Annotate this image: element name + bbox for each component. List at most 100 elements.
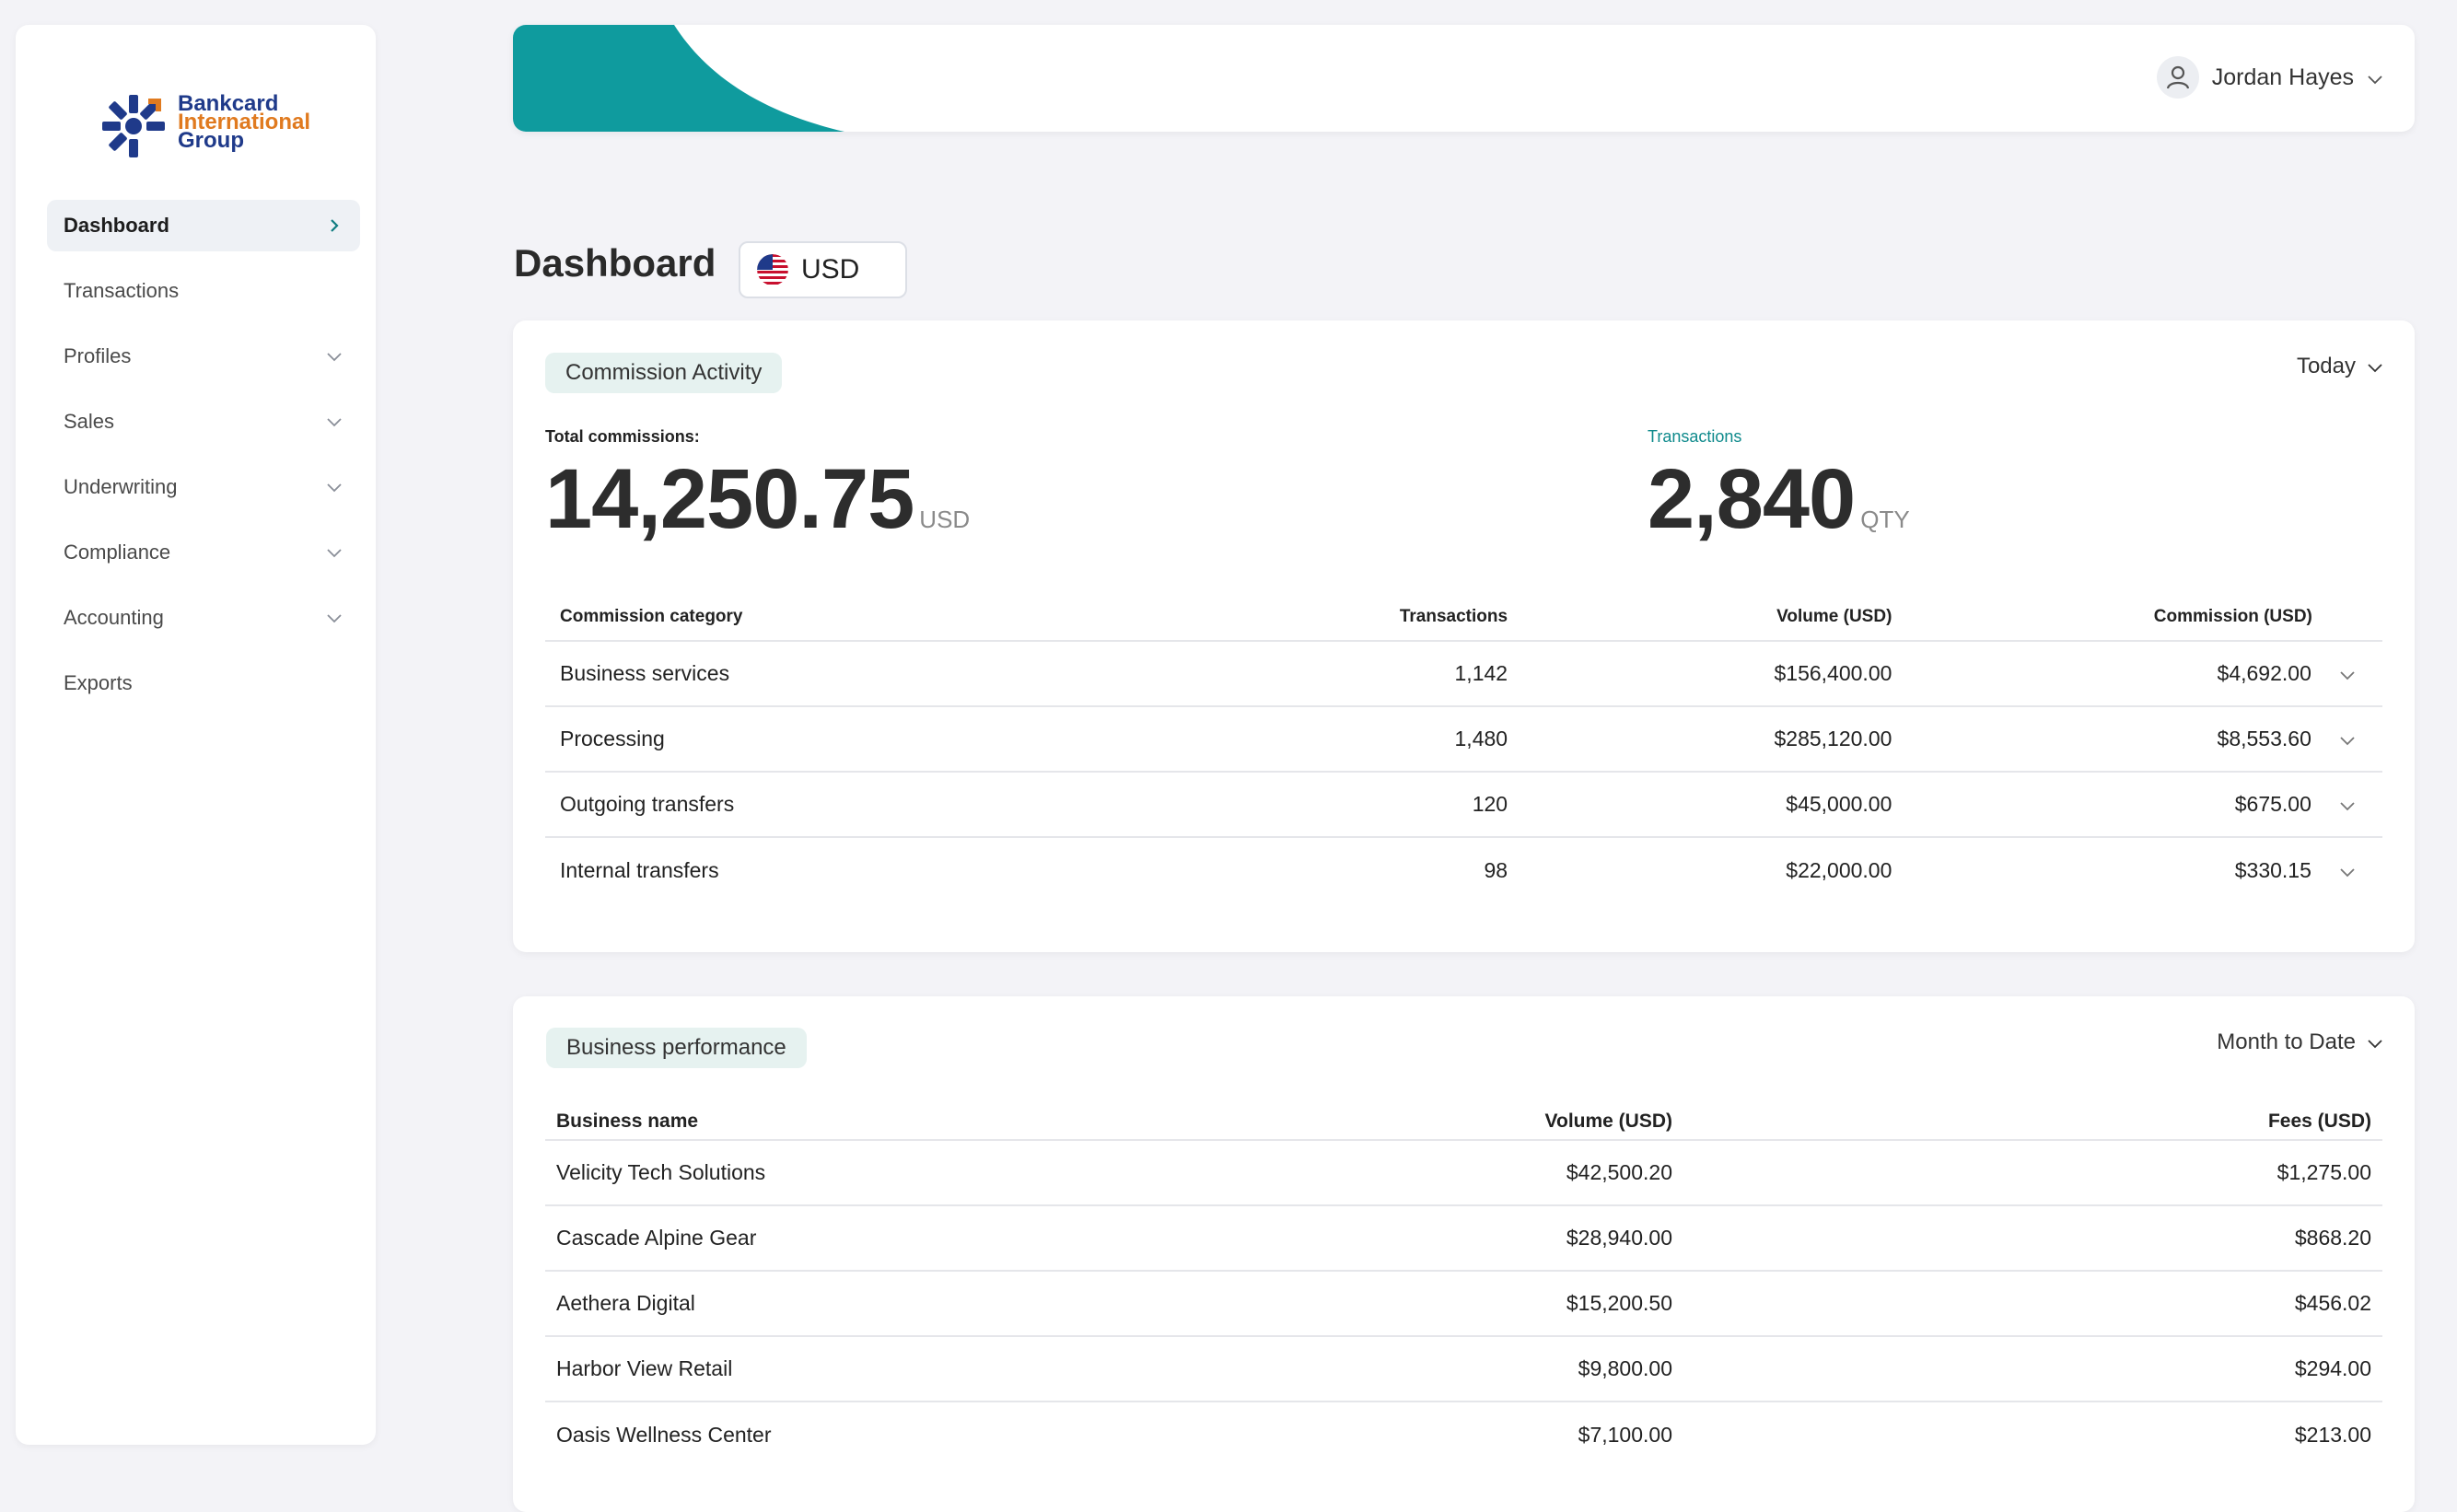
us-flag-icon <box>757 254 788 285</box>
sidebar-item-transactions[interactable]: Transactions <box>47 265 360 317</box>
chevron-down-icon <box>2367 1029 2383 1055</box>
table-row[interactable]: Cascade Alpine Gear $28,940.00 $868.20 <box>545 1205 2382 1271</box>
chevron-down-icon <box>325 347 344 366</box>
commission-amount: $675.00 <box>2234 792 2311 816</box>
sidebar-item-label: Transactions <box>64 279 180 302</box>
logo-line-3: Group <box>178 128 244 153</box>
sidebar-item-sales[interactable]: Sales <box>47 396 360 448</box>
logo-wordmark: Bankcard International Group <box>178 91 311 153</box>
total-commissions-label: Total commissions: <box>545 427 700 446</box>
logo-line-2: International <box>178 110 311 134</box>
chevron-right-icon <box>325 216 344 235</box>
commission-volume: $45,000.00 <box>1786 792 1892 816</box>
commission-activity-tag: Commission Activity <box>545 353 783 393</box>
column-header: Commission (USD) <box>2153 606 2312 626</box>
chevron-down-icon <box>325 609 344 627</box>
sidebar-item-label: Sales <box>64 410 115 433</box>
sidebar-item-underwriting[interactable]: Underwriting <box>47 461 360 513</box>
page-title: Dashboard <box>514 241 716 285</box>
business-volume: $28,940.00 <box>1566 1226 1672 1250</box>
user-name: Jordan Hayes <box>2211 64 2354 90</box>
commission-volume: $22,000.00 <box>1786 857 1892 882</box>
column-header: Commission category <box>560 606 743 626</box>
business-volume: $7,100.00 <box>1578 1422 1672 1447</box>
business-name: Aethera Digital <box>556 1291 695 1315</box>
transactions-value: 2,840 QTY <box>1648 451 1910 548</box>
chevron-down-icon <box>325 543 344 562</box>
commission-period-dropdown[interactable]: Today <box>2297 354 2383 379</box>
column-header: Volume (USD) <box>1776 606 1892 626</box>
commission-category: Outgoing transfers <box>560 792 735 816</box>
business-fees: $1,275.00 <box>2277 1160 2371 1184</box>
column-header: Volume (USD) <box>1544 1110 1672 1132</box>
commission-transactions: 1,480 <box>1454 727 1508 750</box>
total-commissions-value: 14,250.75 USD <box>545 451 970 548</box>
commission-amount: $8,553.60 <box>2217 727 2311 750</box>
logo-mark-icon <box>102 95 165 157</box>
sidebar-item-label: Dashboard <box>64 214 169 237</box>
currency-label: USD <box>801 254 860 285</box>
transactions-unit: QTY <box>1860 506 1910 533</box>
sidebar-item-exports[interactable]: Exports <box>47 657 360 709</box>
table-row[interactable]: Oasis Wellness Center $7,100.00 $213.00 <box>545 1402 2382 1467</box>
transactions-number: 2,840 <box>1648 452 1856 546</box>
table-row[interactable]: Harbor View Retail $9,800.00 $294.00 <box>545 1336 2382 1402</box>
performance-period-dropdown[interactable]: Month to Date <box>2217 1029 2383 1055</box>
table-row[interactable]: Processing 1,480 $285,120.00 $8,553.60 <box>545 706 2382 772</box>
user-avatar-icon <box>2156 56 2199 99</box>
business-name: Velicity Tech Solutions <box>556 1160 766 1184</box>
row-expand-chevron-down-icon[interactable] <box>2312 641 2382 706</box>
sidebar-item-dashboard[interactable]: Dashboard <box>47 200 360 251</box>
sidebar-nav: Dashboard Transactions Profiles Sales Un… <box>47 200 360 723</box>
sidebar-item-label: Profiles <box>64 344 132 367</box>
commission-category: Processing <box>560 727 665 750</box>
row-expand-chevron-down-icon[interactable] <box>2312 772 2382 837</box>
commission-volume: $285,120.00 <box>1774 727 1892 750</box>
business-fees: $294.00 <box>2294 1356 2371 1380</box>
column-header: Fees (USD) <box>2267 1110 2371 1132</box>
row-expand-chevron-down-icon[interactable] <box>2312 837 2382 902</box>
chevron-down-icon <box>325 413 344 431</box>
column-header: Business name <box>556 1110 699 1132</box>
table-row[interactable]: Outgoing transfers 120 $45,000.00 $675.0… <box>545 772 2382 837</box>
commission-table: Commission category Transactions Volume … <box>545 593 2382 902</box>
table-row[interactable]: Aethera Digital $15,200.50 $456.02 <box>545 1271 2382 1336</box>
sidebar-item-profiles[interactable]: Profiles <box>47 331 360 382</box>
table-row[interactable]: Velicity Tech Solutions $42,500.20 $1,27… <box>545 1140 2382 1205</box>
sidebar-item-label: Exports <box>64 671 133 694</box>
commission-volume: $156,400.00 <box>1774 661 1892 685</box>
sidebar-item-compliance[interactable]: Compliance <box>47 527 360 578</box>
sidebar: Bankcard International Group Dashboard T… <box>16 25 376 1445</box>
transactions-label: Transactions <box>1648 427 1742 446</box>
business-fees: $456.02 <box>2294 1291 2371 1315</box>
column-header-spacer <box>2312 593 2382 641</box>
total-commissions-unit: USD <box>919 506 971 533</box>
sidebar-item-label: Accounting <box>64 606 164 629</box>
business-performance-tag: Business performance <box>546 1028 807 1068</box>
business-name: Oasis Wellness Center <box>556 1422 772 1447</box>
total-commissions-number: 14,250.75 <box>545 452 914 546</box>
business-name: Cascade Alpine Gear <box>556 1226 757 1250</box>
commission-category: Business services <box>560 661 730 685</box>
sidebar-item-accounting[interactable]: Accounting <box>47 592 360 644</box>
user-menu[interactable]: Jordan Hayes <box>2156 56 2383 99</box>
commission-transactions: 98 <box>1484 857 1508 882</box>
chevron-down-icon <box>325 478 344 496</box>
column-header: Transactions <box>1399 606 1508 626</box>
chevron-down-icon <box>2367 354 2383 379</box>
commission-transactions: 1,142 <box>1454 661 1508 685</box>
chevron-down-icon <box>2367 64 2383 91</box>
company-logo[interactable]: Bankcard International Group <box>87 67 345 159</box>
business-performance-table: Business name Volume (USD) Fees (USD) Ve… <box>545 1103 2382 1467</box>
business-volume: $15,200.50 <box>1566 1291 1672 1315</box>
currency-selector[interactable]: USD <box>739 241 907 298</box>
header-accent-shape <box>513 25 844 132</box>
row-expand-chevron-down-icon[interactable] <box>2312 706 2382 772</box>
logo-line-1: Bankcard <box>178 91 279 116</box>
business-fees: $868.20 <box>2294 1226 2371 1250</box>
period-label: Today <box>2296 354 2356 378</box>
business-volume: $42,500.20 <box>1566 1160 1672 1184</box>
table-row[interactable]: Internal transfers 98 $22,000.00 $330.15 <box>545 837 2382 902</box>
business-volume: $9,800.00 <box>1578 1356 1672 1380</box>
table-row[interactable]: Business services 1,142 $156,400.00 $4,6… <box>545 641 2382 706</box>
